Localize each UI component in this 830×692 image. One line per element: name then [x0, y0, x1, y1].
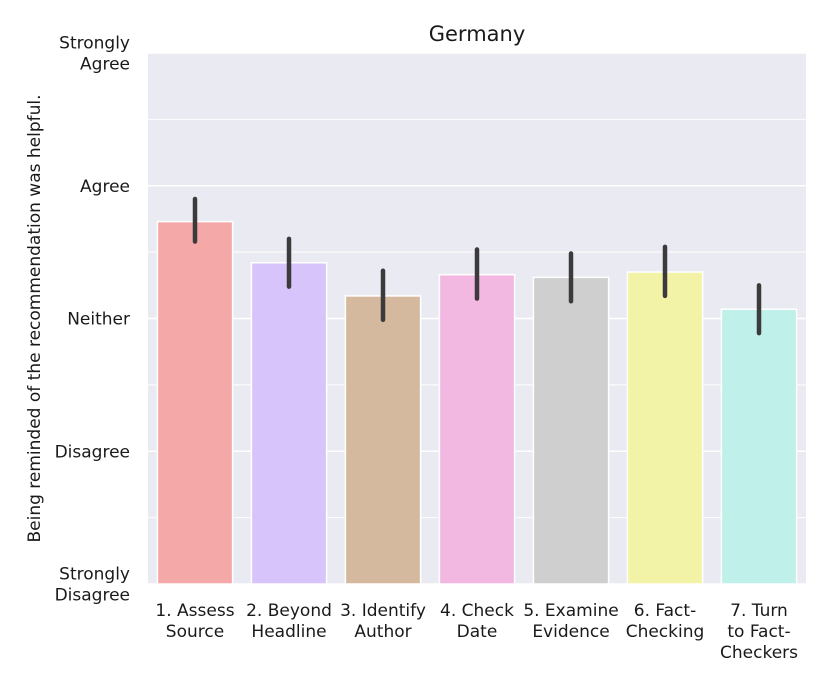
x-tick-label: 1. Assess Source — [155, 601, 234, 642]
bars-group — [156, 220, 798, 585]
y-tick-label: Agree — [80, 177, 130, 197]
x-tick-label: 7. Turn to Fact-Checkers — [720, 601, 798, 663]
bar — [344, 295, 422, 585]
bar — [720, 308, 798, 585]
x-tick-label: 3. Identify Author — [340, 601, 426, 642]
bar — [438, 273, 516, 585]
bar — [156, 220, 234, 585]
x-tick-label: 2. Beyond Headline — [246, 601, 332, 642]
x-tick-label: 4. Check Date — [440, 601, 514, 642]
chart-title: Germany — [429, 22, 526, 46]
y-tick-label: Strongly Agree — [59, 34, 130, 75]
x-tick-label: 6. Fact-Checking — [626, 601, 705, 642]
y-tick-labels: Strongly Disagree Disagree Neither Agree Stro… — [55, 34, 130, 606]
y-tick-label: Strongly Disagree — [55, 565, 130, 606]
bar — [532, 276, 610, 585]
bar — [626, 271, 704, 585]
y-tick-label: Neither — [67, 310, 130, 330]
bar — [250, 261, 328, 585]
y-axis-label: Being reminded of the recommendation was… — [25, 94, 45, 542]
y-tick-label: Disagree — [55, 442, 130, 462]
error-bars-group — [192, 196, 762, 336]
x-tick-label: 5. Examine Evidence — [523, 601, 618, 642]
